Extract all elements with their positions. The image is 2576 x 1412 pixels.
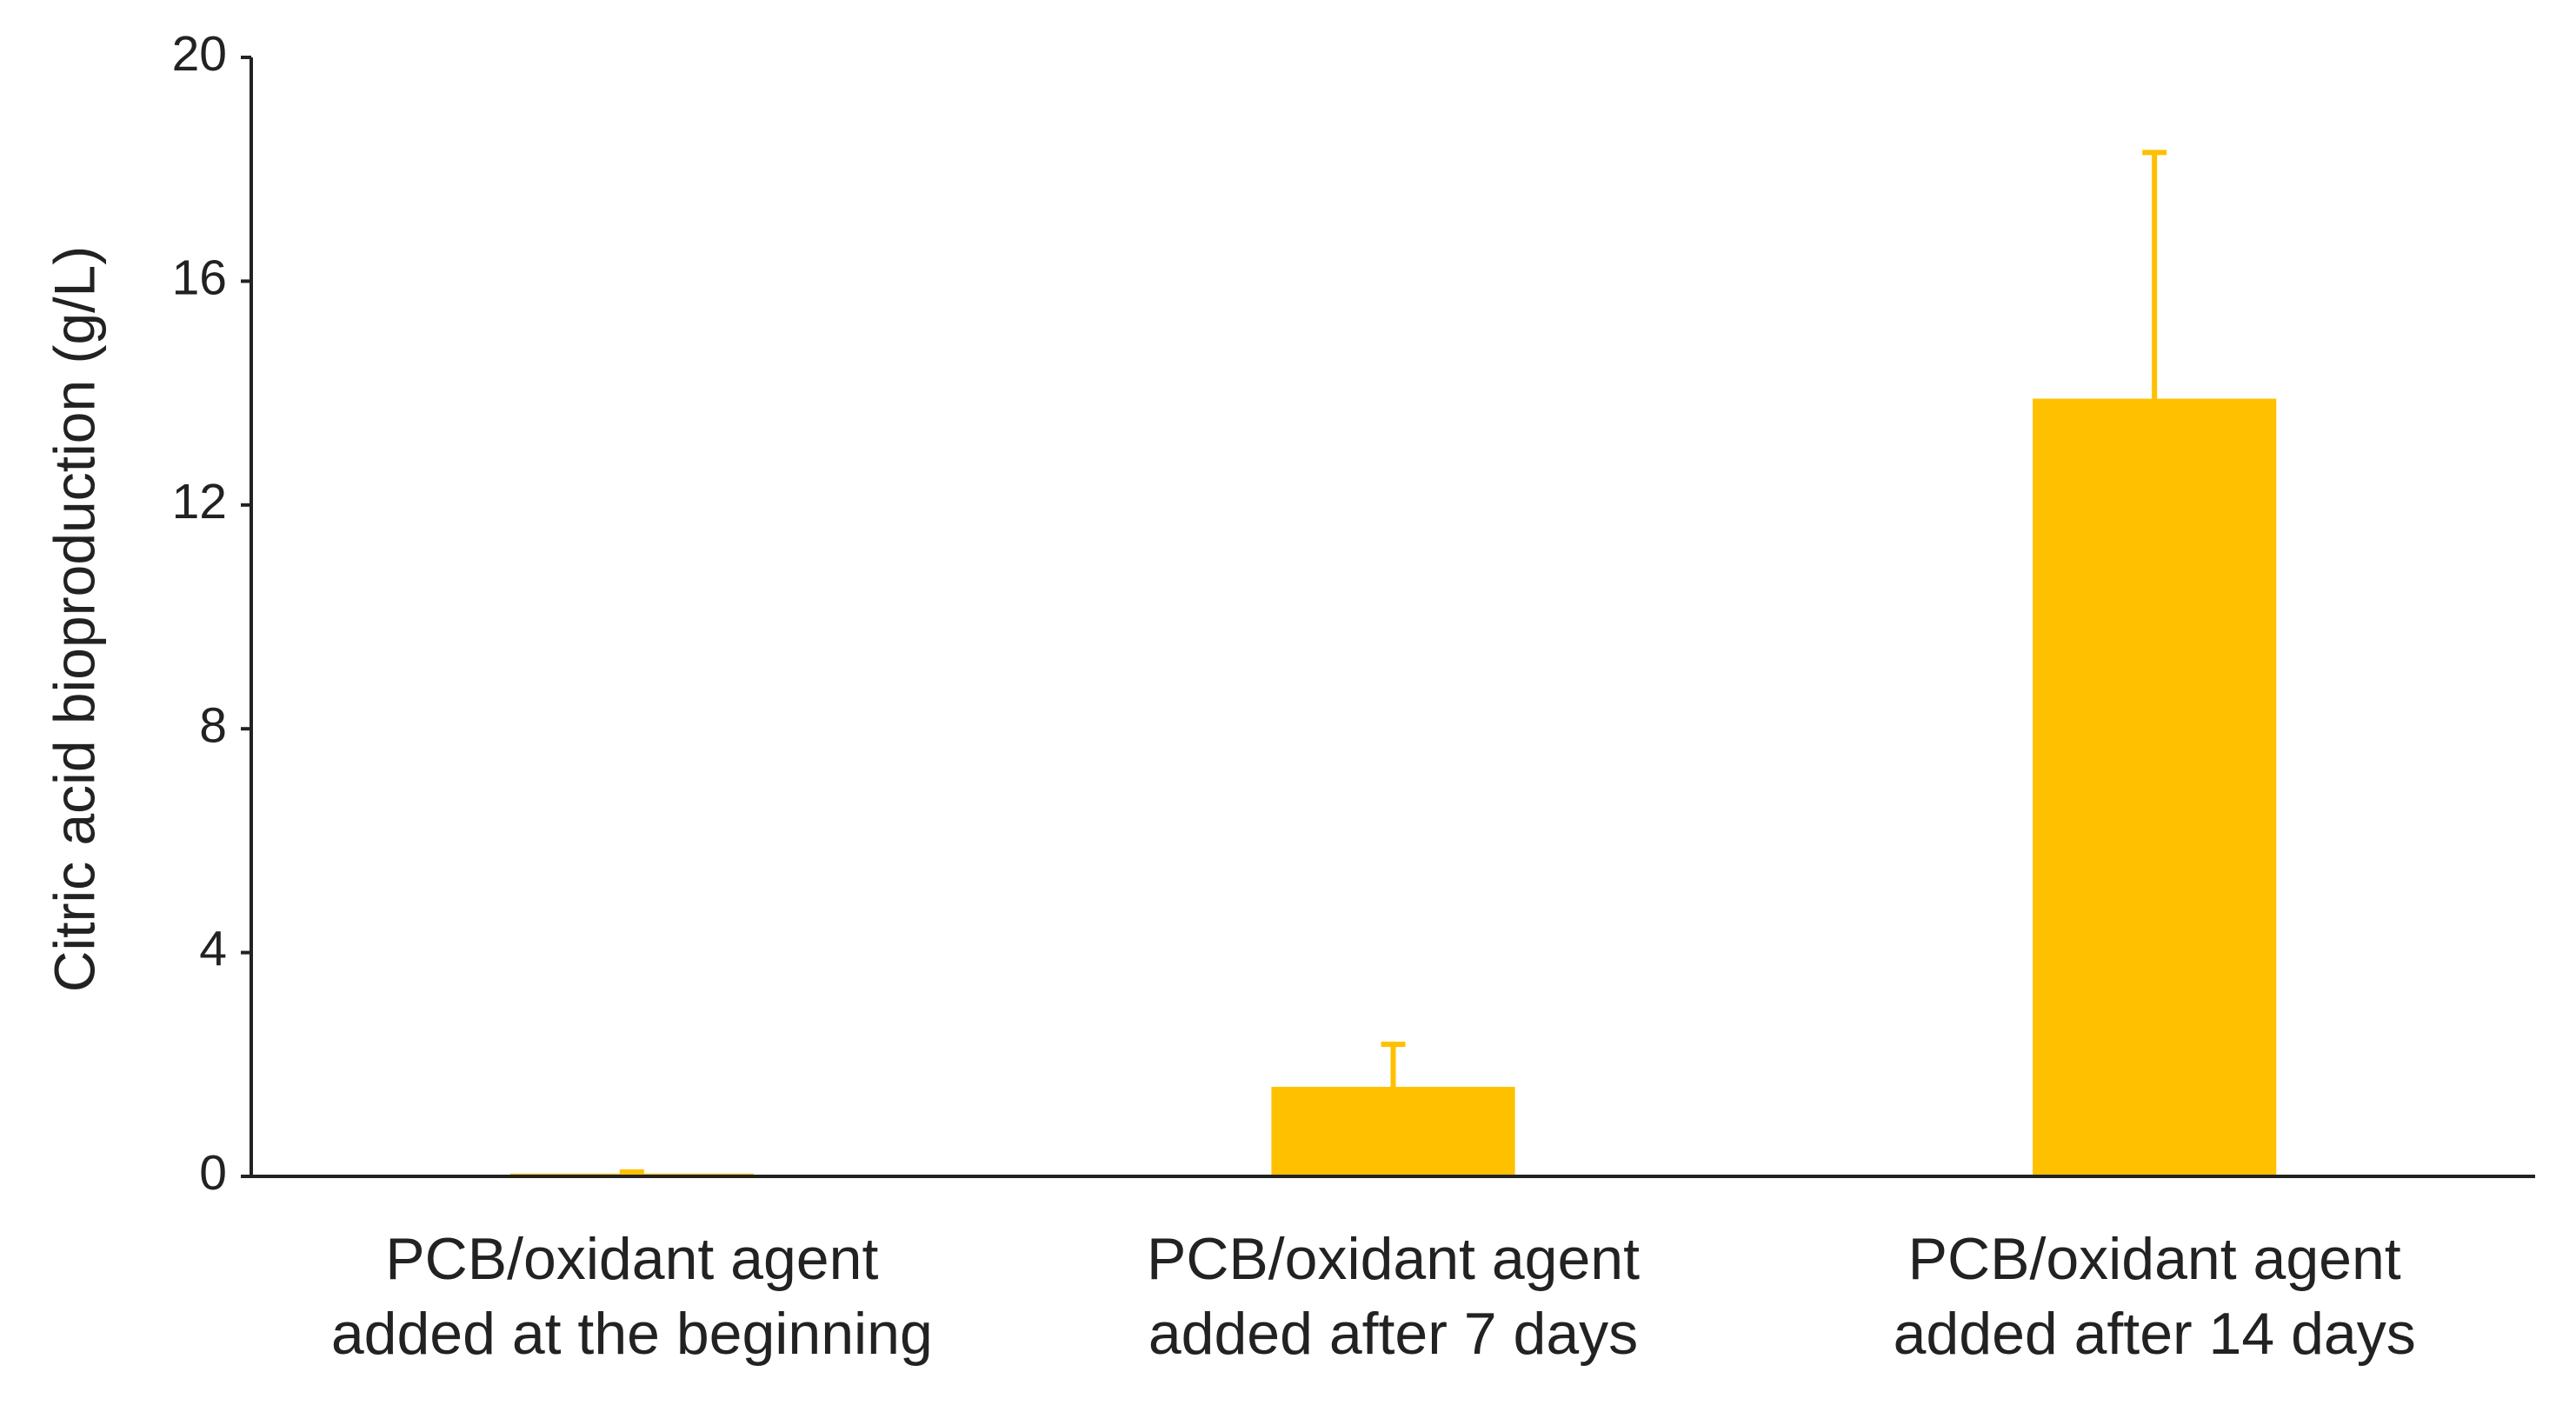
y-tick-label: 0	[199, 1145, 227, 1201]
y-tick-label: 20	[172, 26, 227, 82]
y-tick-label: 4	[199, 922, 227, 977]
x-tick-label: added at the beginning	[331, 1301, 933, 1367]
bar	[2033, 398, 2277, 1176]
error-bar	[2142, 150, 2167, 399]
y-axis-label: Citric acid bioproduction (g/L)	[42, 246, 106, 992]
bar	[1271, 1087, 1515, 1176]
x-tick-label: added after 14 days	[1894, 1301, 2416, 1367]
y-tick-label: 12	[172, 474, 227, 530]
x-tick-label: added after 7 days	[1148, 1301, 1638, 1367]
y-tick-label: 8	[199, 697, 227, 753]
x-tick-label: PCB/oxidant agent	[1908, 1226, 2401, 1292]
x-tick-label: PCB/oxidant agent	[1147, 1226, 1640, 1292]
x-tick-label: PCB/oxidant agent	[385, 1226, 878, 1292]
error-bar	[619, 1169, 644, 1175]
error-bar	[1381, 1042, 1406, 1088]
y-tick-label: 16	[172, 250, 227, 305]
